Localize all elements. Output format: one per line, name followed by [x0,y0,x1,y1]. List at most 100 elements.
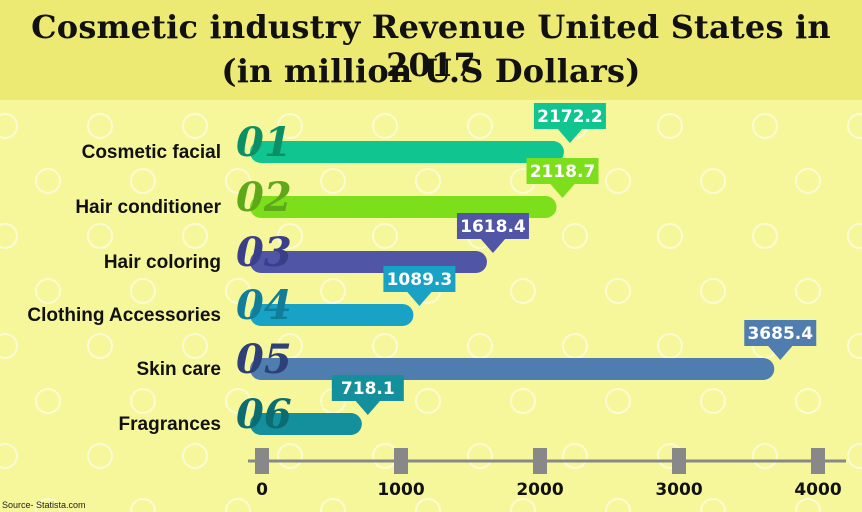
pattern-circle [130,498,156,512]
x-axis-tick [394,448,408,474]
category-label: Clothing Accessories [27,305,221,326]
x-tick-label: 3000 [655,480,702,500]
pattern-circle [320,278,346,304]
pattern-circle [795,168,821,194]
pattern-circle [182,333,208,359]
pattern-circle [657,113,683,139]
pattern-circle [182,113,208,139]
pattern-circle [415,388,441,414]
pattern-circle [795,498,821,512]
pattern-circle [700,278,726,304]
bar-index-number: 06 [236,391,292,438]
pattern-circle [35,168,61,194]
x-tick-label: 0 [256,480,268,500]
chart-subtitle: (in million U.S Dollars) [221,52,641,90]
pattern-circle [605,278,631,304]
x-axis-tick [672,448,686,474]
value-callout-pointer [479,238,506,253]
x-tick-label: 4000 [794,480,841,500]
pattern-circle [467,113,493,139]
pattern-circle [35,498,61,512]
value-callout-pointer [549,183,576,198]
value-label: 1618.4 [460,217,526,237]
pattern-circle [752,113,778,139]
pattern-circle [847,333,862,359]
pattern-circle [847,443,862,469]
pattern-circle [35,278,61,304]
pattern-circle [372,113,398,139]
pattern-circle [562,443,588,469]
value-label: 2118.7 [530,162,596,182]
pattern-circle [0,443,18,469]
value-label: 3685.4 [747,324,813,344]
x-axis-tick [255,448,269,474]
pattern-circle [372,223,398,249]
pattern-circle [657,223,683,249]
pattern-circle [700,388,726,414]
pattern-circle [467,443,493,469]
value-label: 1089.3 [387,270,453,290]
pattern-circle [225,168,251,194]
pattern-circle [277,443,303,469]
pattern-circle [795,278,821,304]
x-tick-label: 1000 [377,480,424,500]
pattern-circle [0,333,18,359]
pattern-circle [87,443,113,469]
pattern-circle [510,388,536,414]
pattern-circle [35,388,61,414]
pattern-circle [87,223,113,249]
pattern-circle [182,223,208,249]
x-axis-tick [811,448,825,474]
value-callout-box [456,213,529,239]
category-label: Hair conditioner [75,197,221,218]
pattern-circle [225,498,251,512]
pattern-circle [87,333,113,359]
pattern-circle [752,443,778,469]
pattern-circle [225,388,251,414]
category-label: Hair coloring [104,252,221,273]
value-callout-box [383,266,456,292]
pattern-circle [510,498,536,512]
pattern-circle [510,278,536,304]
pattern-circle [277,113,303,139]
pattern-circle [277,223,303,249]
pattern-circle [182,443,208,469]
pattern-circle [847,113,862,139]
value-callout-pointer [556,128,583,143]
pattern-circle [130,168,156,194]
x-axis-tick [533,448,547,474]
pattern-circle [562,223,588,249]
pattern-circle [320,498,346,512]
value-callout-box [744,320,817,346]
chart-title: Cosmetic industry Revenue United States … [31,8,831,84]
bar-index-number: 01 [236,119,292,166]
bar-index-number: 05 [236,336,292,383]
pattern-circle [0,113,18,139]
pattern-circle [605,388,631,414]
pattern-circle [87,113,113,139]
value-callout-box [533,103,606,129]
bar [250,413,362,435]
pattern-circle [415,498,441,512]
bar [250,196,557,218]
bar-index-number: 04 [236,282,292,329]
pattern-circle [605,168,631,194]
category-label: Cosmetic facial [82,142,221,163]
pattern-circle [225,278,251,304]
pattern-circle [752,223,778,249]
pattern-circle [130,388,156,414]
pattern-circle [130,278,156,304]
category-label: Skin care [137,359,222,380]
x-tick-label: 2000 [516,480,563,500]
bar [250,304,414,326]
value-callout-pointer [406,291,433,306]
value-label: 2172.2 [537,107,603,127]
value-label: 718.1 [341,379,395,399]
category-label: Fragrances [119,414,221,435]
value-callout-box [526,158,599,184]
pattern-circle [320,168,346,194]
pattern-circle [847,223,862,249]
pattern-circle [700,168,726,194]
pattern-circle [0,223,18,249]
pattern-circle [795,388,821,414]
